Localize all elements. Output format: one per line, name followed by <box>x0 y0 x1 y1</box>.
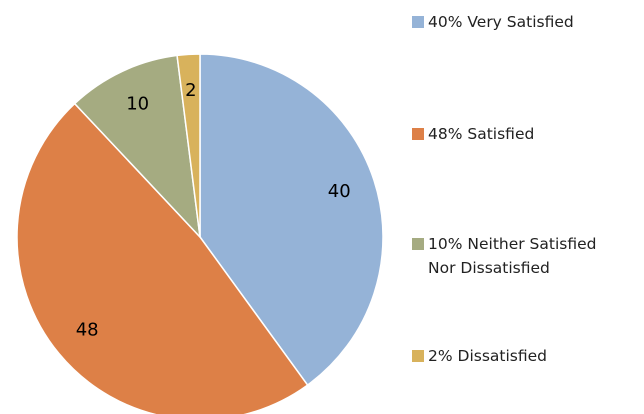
data-label: 10 <box>126 94 149 115</box>
pie-slice <box>176 53 201 238</box>
data-label: 2 <box>185 80 196 101</box>
legend-item: 48% Satisfied <box>412 122 628 146</box>
legend-label: 40% Very Satisfied <box>428 13 574 31</box>
legend-label: 48% Satisfied <box>428 125 535 143</box>
legend-swatch <box>412 128 424 140</box>
data-label: 48 <box>76 319 99 340</box>
legend-label: 2% Dissatisfied <box>428 347 548 365</box>
legend-swatch <box>412 16 424 28</box>
pie-slice <box>16 102 309 414</box>
data-label: 40 <box>328 181 351 202</box>
legend-swatch <box>412 238 424 250</box>
legend-item: 40% Very Satisfied <box>412 10 628 34</box>
pie-slice <box>73 54 202 240</box>
pie-area: 40 48 10 2 <box>16 53 384 414</box>
pie-slice <box>199 53 384 387</box>
legend-item: 2% Dissatisfied <box>412 344 628 368</box>
legend-label: 10% Neither Satisfied Nor Dissatisfied <box>428 235 597 277</box>
legend-swatch <box>412 350 424 362</box>
legend-item: 10% Neither Satisfied Nor Dissatisfied <box>412 232 628 280</box>
